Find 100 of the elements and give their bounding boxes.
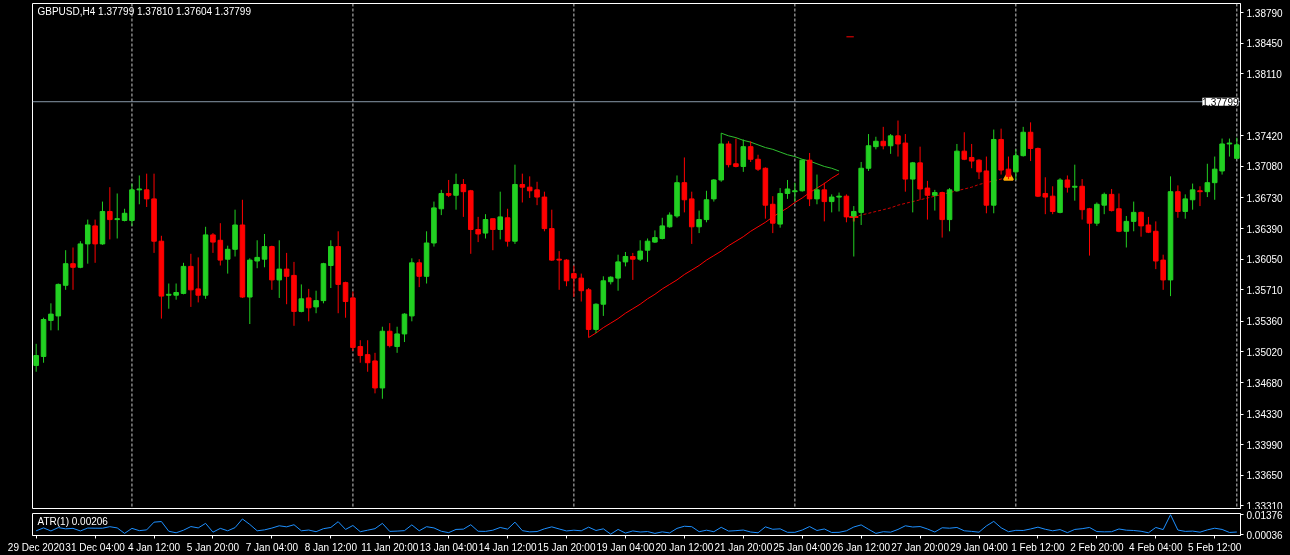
line-series — [720, 132, 840, 172]
candlestick — [924, 180, 931, 221]
candlestick — [961, 131, 968, 161]
candlestick — [453, 173, 459, 211]
candlestick — [821, 182, 828, 222]
candlestick — [1182, 193, 1189, 220]
y-tick-label: 1.35710 — [1246, 284, 1284, 296]
candlestick — [740, 138, 747, 173]
x-tick-label: 4 Jan 12:00 — [127, 541, 181, 553]
candlestick — [298, 283, 305, 313]
candlestick — [1049, 185, 1056, 215]
candlestick — [328, 239, 334, 289]
candlestick — [490, 218, 496, 251]
candlestick — [92, 219, 98, 264]
candlestick — [1130, 201, 1137, 232]
candlestick — [416, 258, 422, 288]
candlestick — [703, 190, 710, 223]
x-tick-label: 26 Jan 12:00 — [832, 541, 891, 553]
x-tick-label: 5 Jan 20:00 — [186, 541, 240, 553]
y-tick-label: 1.33310 — [1246, 500, 1284, 512]
candlestick — [637, 239, 643, 262]
candlestick — [681, 156, 688, 213]
candlestick — [571, 265, 577, 298]
candlestick — [1234, 137, 1240, 159]
y-tick-label: 1.35020 — [1246, 346, 1284, 358]
y-tick-label: 1.33990 — [1246, 439, 1284, 451]
x-tick-label: 25 Jan 04:00 — [773, 541, 832, 553]
x-tick-label: 4 Feb 04:00 — [1129, 541, 1183, 553]
y-tick-label: 1.37420 — [1246, 130, 1284, 142]
candlestick — [784, 179, 791, 200]
x-tick-label: 1 Feb 12:00 — [1011, 541, 1066, 553]
candlestick — [1123, 215, 1130, 248]
candlestick — [1175, 184, 1181, 219]
y-tick-label: 1.34680 — [1246, 377, 1284, 389]
y-tick-label: 1.36390 — [1246, 223, 1284, 235]
candlestick — [70, 247, 76, 291]
candlestick — [578, 273, 585, 303]
x-tick-label: 29 Dec 2020 — [7, 541, 65, 553]
candlestick — [114, 192, 120, 239]
x-tick-label: 13 Jan 04:00 — [419, 541, 479, 553]
candlestick — [84, 219, 91, 265]
y-tick-label: 1.36730 — [1246, 192, 1284, 204]
candlestick — [747, 140, 754, 163]
candlestick — [497, 191, 504, 240]
candlestick — [482, 213, 489, 239]
candlestick — [600, 275, 607, 317]
y-tick-label: 1.37080 — [1246, 161, 1284, 173]
y-tick-label: 1.35360 — [1246, 316, 1284, 328]
x-tick-label: 29 Jan 04:00 — [950, 541, 1009, 553]
candlestick — [932, 189, 938, 212]
candlestick — [386, 322, 393, 348]
x-tick-label: 8 Jan 12:00 — [304, 541, 358, 553]
x-tick-label: 31 Dec 04:00 — [65, 541, 126, 553]
candlestick — [909, 161, 916, 213]
candlestick — [62, 249, 69, 291]
chart-title: GBPUSD,H4 1.37799 1.37810 1.37604 1.37799 — [37, 5, 252, 17]
candlestick — [769, 195, 776, 234]
x-tick-label: 27 Jan 20:00 — [891, 541, 950, 553]
candlestick — [1226, 138, 1233, 158]
x-tick-label: 14 Jan 12:00 — [478, 541, 537, 553]
y-tick-label: 0.00036 — [1246, 529, 1284, 541]
candlestick — [630, 252, 636, 281]
candlestick — [342, 281, 349, 319]
candlestick — [563, 258, 570, 287]
candlestick — [276, 239, 283, 299]
candlestick — [1197, 185, 1203, 207]
candlestick — [1071, 164, 1078, 202]
candlestick — [880, 126, 887, 150]
y-tick-label: 1.38110 — [1246, 68, 1283, 80]
ref-line-label: 1.37799 — [1202, 96, 1239, 108]
y-tick-label: 0.01376 — [1246, 509, 1284, 521]
y-tick-label: 1.33650 — [1246, 470, 1284, 482]
candlestick — [107, 186, 113, 240]
candlestick — [836, 192, 842, 212]
x-tick-label: 15 Jan 20:00 — [537, 541, 596, 553]
candlestick — [1079, 178, 1085, 221]
candlestick — [644, 237, 651, 263]
candlestick — [873, 136, 879, 150]
chart-title: ATR(1) 0.00206 — [37, 515, 109, 527]
candlestick — [77, 240, 84, 269]
candlestick — [401, 312, 408, 343]
candlestick — [305, 288, 312, 322]
x-tick-label: 5 Feb 12:00 — [1188, 541, 1242, 553]
candlestick — [814, 174, 820, 205]
y-tick-label: 1.38450 — [1246, 38, 1284, 50]
candlestick — [504, 208, 511, 248]
candlestick — [696, 210, 702, 234]
x-tick-label: 21 Jan 20:00 — [714, 541, 773, 553]
candlestick — [519, 173, 526, 203]
candlestick — [261, 233, 268, 268]
candlestick — [460, 178, 467, 218]
x-tick-label: 20 Jan 12:00 — [655, 541, 714, 553]
x-tick-label: 7 Jan 04:00 — [245, 541, 299, 553]
y-tick-label: 1.34330 — [1246, 409, 1284, 421]
candlestick — [313, 290, 319, 314]
y-tick-label: 1.36050 — [1246, 254, 1284, 266]
candlestick — [711, 178, 717, 203]
candlestick — [1086, 207, 1093, 257]
candlestick — [1027, 121, 1034, 162]
candlestick — [1189, 183, 1196, 211]
